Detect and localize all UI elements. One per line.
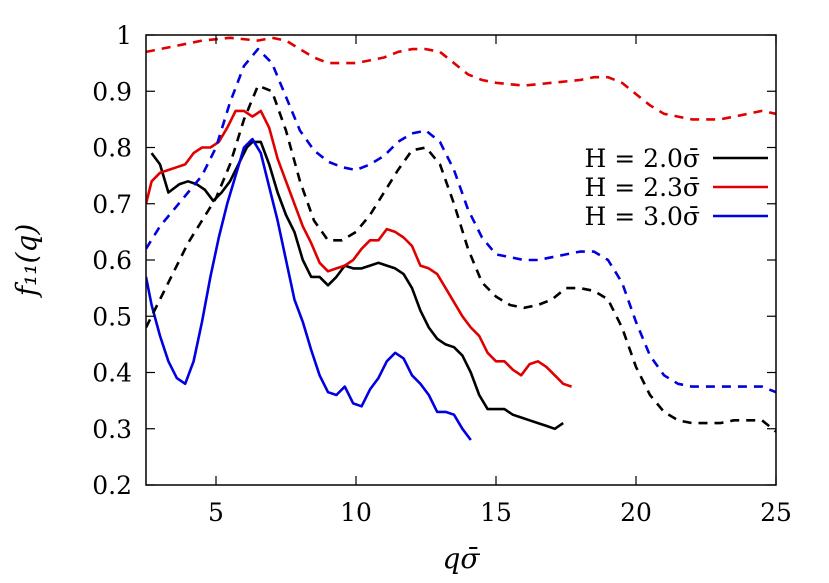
series-layer (146, 36, 776, 441)
y-tick-label: 0.3 (92, 415, 132, 444)
y-tick-label: 0.4 (92, 359, 132, 388)
x-axis-label: qσ̄ (442, 542, 480, 575)
legend-label: H = 2.0σ̄ (585, 144, 700, 173)
series-line-4 (146, 36, 776, 121)
x-tick-label: 5 (208, 498, 224, 527)
y-tick-label: 0.2 (92, 471, 132, 500)
legend: H = 2.0σ̄H = 2.3σ̄H = 3.0σ̄ (585, 144, 768, 231)
x-tick-label: 20 (620, 498, 652, 527)
y-tick-label: 1 (116, 21, 132, 50)
y-axis-label: f₁₁(q) (10, 224, 43, 299)
y-tick-label: 0.7 (92, 190, 132, 219)
y-tick-label: 0.8 (92, 134, 132, 163)
x-tick-label: 25 (760, 498, 792, 527)
legend-label: H = 2.3σ̄ (585, 173, 700, 202)
series-line-2 (146, 137, 472, 441)
y-tick-label: 0.6 (92, 246, 132, 275)
series-line-1 (146, 109, 573, 388)
legend-label: H = 3.0σ̄ (585, 202, 700, 231)
y-tick-label: 0.9 (92, 77, 132, 106)
series-line-0 (150, 140, 564, 431)
plot-frame (145, 34, 777, 486)
series-line-3 (146, 84, 776, 433)
x-tick-label: 10 (340, 498, 372, 527)
ticks-layer: 5 10 15 20 25 0.2 0.3 0.4 0.5 0.6 0.7 0.8 0.9 1 (92, 21, 792, 527)
series-line-5 (146, 47, 776, 394)
x-tick-label: 15 (480, 498, 512, 527)
y-tick-label: 0.5 (92, 302, 132, 331)
